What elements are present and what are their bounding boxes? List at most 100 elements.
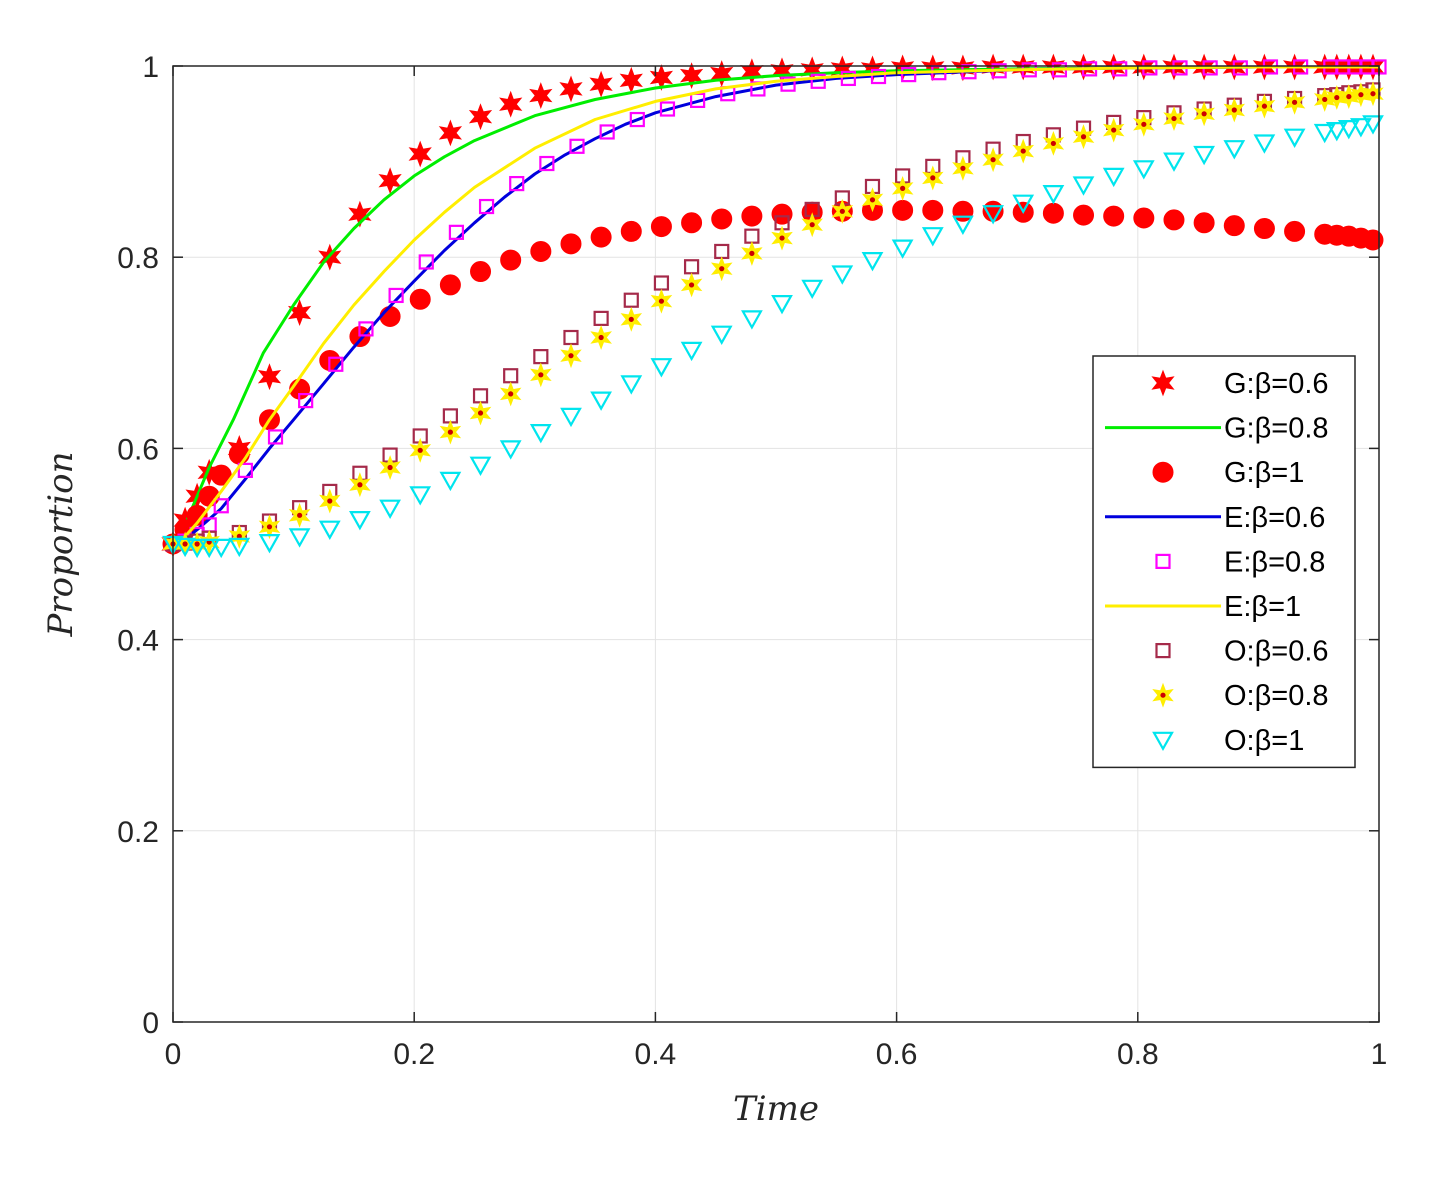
data-point-center: [990, 157, 996, 163]
data-point: [1350, 118, 1372, 138]
data-point-center: [719, 266, 725, 272]
data-point-center: [1111, 127, 1117, 133]
data-point: [439, 471, 462, 492]
data-point: [620, 375, 643, 395]
data-point-center: [1346, 93, 1352, 100]
data-point: [1223, 215, 1245, 237]
legend-item: E:β=0.6: [1105, 502, 1325, 534]
series-3: [172, 65, 1379, 546]
data-point: [328, 356, 344, 372]
legend-marker-swatch: [1152, 731, 1174, 752]
data-point: [650, 358, 673, 378]
data-point: [198, 538, 221, 559]
data-point: [319, 488, 341, 514]
data-point-center: [779, 235, 785, 241]
data-point: [1223, 97, 1246, 123]
data-point: [349, 510, 371, 531]
data-point: [213, 498, 229, 514]
legend-label: O:β=0.8: [1224, 680, 1329, 712]
data-point-center: [1080, 134, 1087, 140]
data-point: [921, 227, 944, 247]
legend-label: G:β=1: [1224, 457, 1304, 489]
data-point: [590, 325, 612, 350]
data-point: [861, 252, 884, 272]
plot-frame: [172, 65, 1380, 1023]
data-point-center: [1261, 103, 1268, 109]
data-point: [891, 239, 914, 259]
data-point: [982, 147, 1004, 173]
data-point: [590, 391, 612, 411]
data-point: [1133, 207, 1155, 229]
legend-item: E:β=1: [1105, 591, 1301, 623]
data-point: [509, 175, 525, 192]
data-point-center: [628, 316, 634, 322]
data-point: [1223, 140, 1246, 160]
data-point: [901, 67, 917, 83]
data-point-center: [266, 524, 273, 530]
data-point: [922, 165, 944, 191]
data-point: [439, 274, 461, 296]
y-tick-label: 0: [142, 1007, 159, 1040]
data-point: [408, 140, 432, 168]
data-point: [560, 343, 582, 369]
data-point: [741, 205, 763, 227]
data-point: [590, 226, 612, 248]
data-point: [650, 288, 673, 314]
data-point: [861, 187, 884, 213]
data-point-center: [1291, 99, 1298, 105]
series-5: [172, 65, 1379, 546]
data-point-center: [1141, 121, 1147, 127]
data-point: [681, 212, 703, 234]
data-point: [650, 216, 672, 238]
data-point: [1163, 209, 1185, 231]
data-point: [288, 528, 311, 548]
data-point: [1012, 138, 1035, 164]
data-point: [1102, 167, 1125, 188]
data-point: [1253, 93, 1276, 119]
data-point: [1042, 202, 1064, 224]
x-tick-label: 0.4: [635, 1038, 677, 1071]
data-point-center: [1201, 111, 1207, 117]
x-tick-label: 0.6: [876, 1038, 918, 1071]
legend: G:β=0.6 G:β=0.8 G:β=1 E:β=0.6 E:β=0.8 E:β=1 O:…: [1092, 355, 1356, 769]
data-point: [1362, 81, 1384, 107]
data-point: [469, 400, 492, 426]
data-point: [288, 502, 311, 528]
data-point: [1012, 194, 1035, 214]
data-point: [599, 124, 615, 140]
data-point: [388, 287, 404, 304]
legend-label: O:β=0.6: [1224, 636, 1329, 668]
y-tick-label: 0.8: [117, 242, 159, 275]
legend-label: E:β=0.8: [1224, 546, 1325, 578]
series-1: [171, 65, 1379, 545]
data-point: [623, 292, 639, 308]
data-point: [952, 215, 974, 235]
data-point-center: [960, 165, 966, 171]
data-point-center: [236, 533, 242, 539]
data-point: [1163, 106, 1185, 132]
legend-item: G:β=1: [1152, 457, 1304, 489]
data-point: [1362, 229, 1384, 251]
data-point: [892, 199, 914, 221]
legend-item: G:β=0.8: [1105, 413, 1329, 445]
data-point: [418, 254, 434, 270]
data-point: [438, 119, 463, 147]
data-point-center: [508, 391, 514, 397]
x-tick-label: 0.2: [393, 1038, 435, 1071]
legend-marker-swatch: [1152, 461, 1174, 483]
data-point: [1253, 218, 1275, 240]
data-point: [379, 499, 401, 519]
legend-item: O:β=0.6: [1155, 636, 1329, 668]
legend-box: [1092, 355, 1356, 769]
data-point-center: [182, 541, 188, 547]
data-point: [267, 429, 284, 445]
data-point: [174, 537, 196, 558]
series-line: [171, 65, 1379, 545]
data-point: [530, 240, 552, 262]
legend-marker-swatch-center: [1160, 692, 1166, 698]
data-point: [1163, 152, 1185, 172]
data-point: [680, 341, 703, 362]
data-point: [1073, 204, 1095, 226]
data-point-center: [1322, 96, 1328, 103]
x-tick-label: 0.8: [1117, 1038, 1159, 1071]
